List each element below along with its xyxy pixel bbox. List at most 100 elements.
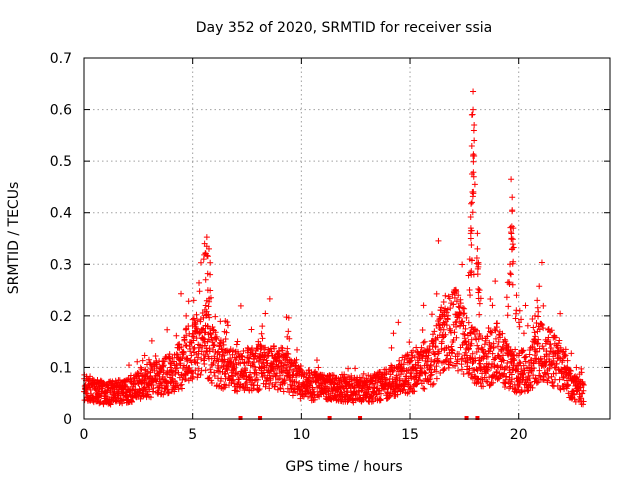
- data-point: [282, 361, 289, 368]
- data-point: [168, 361, 175, 368]
- data-point: [177, 382, 184, 389]
- data-point: [503, 373, 510, 380]
- data-point: [407, 358, 414, 365]
- data-point: [560, 373, 567, 380]
- data-point: [245, 345, 252, 352]
- data-point: [451, 329, 458, 336]
- data-point: [206, 314, 213, 321]
- data-point: [277, 372, 284, 379]
- data-point: [233, 341, 240, 348]
- data-point: [197, 259, 204, 266]
- data-point: [484, 333, 491, 340]
- data-point: [432, 344, 439, 351]
- data-point: [271, 345, 278, 352]
- data-point: [460, 322, 467, 329]
- data-point: [537, 372, 544, 379]
- data-point: [512, 315, 519, 322]
- data-point: [457, 300, 464, 307]
- data-point: [271, 383, 278, 390]
- data-point: [485, 361, 492, 368]
- data-point: [562, 352, 569, 359]
- data-point: [211, 342, 218, 349]
- data-point: [417, 365, 424, 372]
- data-point: [465, 319, 472, 326]
- y-tick-label: 0.6: [50, 103, 72, 119]
- data-point: [494, 343, 501, 350]
- data-point: [285, 328, 292, 335]
- data-point: [389, 368, 396, 375]
- data-point: [186, 364, 193, 371]
- data-point: [377, 397, 384, 404]
- data-point: [293, 356, 300, 363]
- data-point: [458, 366, 465, 373]
- data-point: [396, 357, 403, 364]
- data-point: [107, 401, 114, 408]
- data-point: [265, 346, 272, 353]
- data-point: [548, 327, 555, 334]
- data-point: [179, 376, 186, 383]
- data-point: [198, 367, 205, 374]
- data-point: [396, 375, 403, 382]
- data-point: [507, 270, 514, 277]
- data-point: [203, 297, 210, 304]
- plot-frame: [83, 57, 611, 420]
- data-point: [548, 373, 555, 380]
- data-point: [253, 372, 260, 379]
- data-point: [439, 334, 446, 341]
- data-point: [556, 337, 563, 344]
- data-point: [476, 311, 483, 318]
- data-point: [390, 367, 397, 374]
- data-point: [500, 352, 507, 359]
- axis-ticks: 0 0.1 0.2 0.3 0.4 0.5 0.6 0.7 0 5 10 15 20: [50, 51, 610, 443]
- data-point: [119, 400, 126, 407]
- data-point: [435, 237, 442, 244]
- grid: [84, 58, 610, 419]
- data-point: [519, 348, 526, 355]
- data-point: [536, 367, 543, 374]
- data-point: [160, 369, 167, 376]
- data-point: [516, 323, 523, 330]
- data-points: [81, 88, 587, 420]
- data-point: [410, 347, 417, 354]
- y-tick-label: 0.1: [50, 360, 72, 376]
- data-point: [546, 351, 553, 358]
- data-point: [160, 362, 167, 369]
- data-point: [203, 234, 210, 241]
- data-point: [453, 334, 460, 341]
- data-point: [434, 357, 441, 364]
- data-point: [335, 396, 342, 403]
- data-point: [488, 364, 495, 371]
- data-point: [489, 302, 496, 309]
- data-point: [405, 367, 412, 374]
- data-point: [476, 287, 483, 294]
- data-point: [509, 194, 516, 201]
- data-point: [399, 365, 406, 372]
- data-point: [284, 345, 291, 352]
- data-point: [294, 389, 301, 396]
- data-point: [453, 298, 460, 305]
- data-point: [429, 311, 436, 318]
- data-point: [469, 188, 476, 195]
- data-point: [233, 354, 240, 361]
- data-point: [518, 387, 525, 394]
- data-point: [476, 300, 483, 307]
- data-point: [532, 375, 539, 382]
- data-point: [510, 225, 517, 232]
- data-point: [377, 390, 384, 397]
- data-point: [501, 336, 508, 343]
- data-point: [467, 292, 474, 299]
- data-point: [153, 378, 160, 385]
- data-point: [427, 362, 434, 369]
- data-point: [427, 372, 434, 379]
- data-point: [483, 378, 490, 385]
- data-point: [267, 377, 274, 384]
- data-point: [286, 366, 293, 373]
- data-point: [134, 358, 141, 365]
- data-point: [538, 259, 545, 266]
- data-point: [526, 375, 533, 382]
- data-point: [152, 353, 159, 360]
- data-point: [460, 330, 467, 337]
- data-point: [224, 322, 231, 329]
- data-point: [174, 364, 181, 371]
- data-point: [415, 359, 422, 366]
